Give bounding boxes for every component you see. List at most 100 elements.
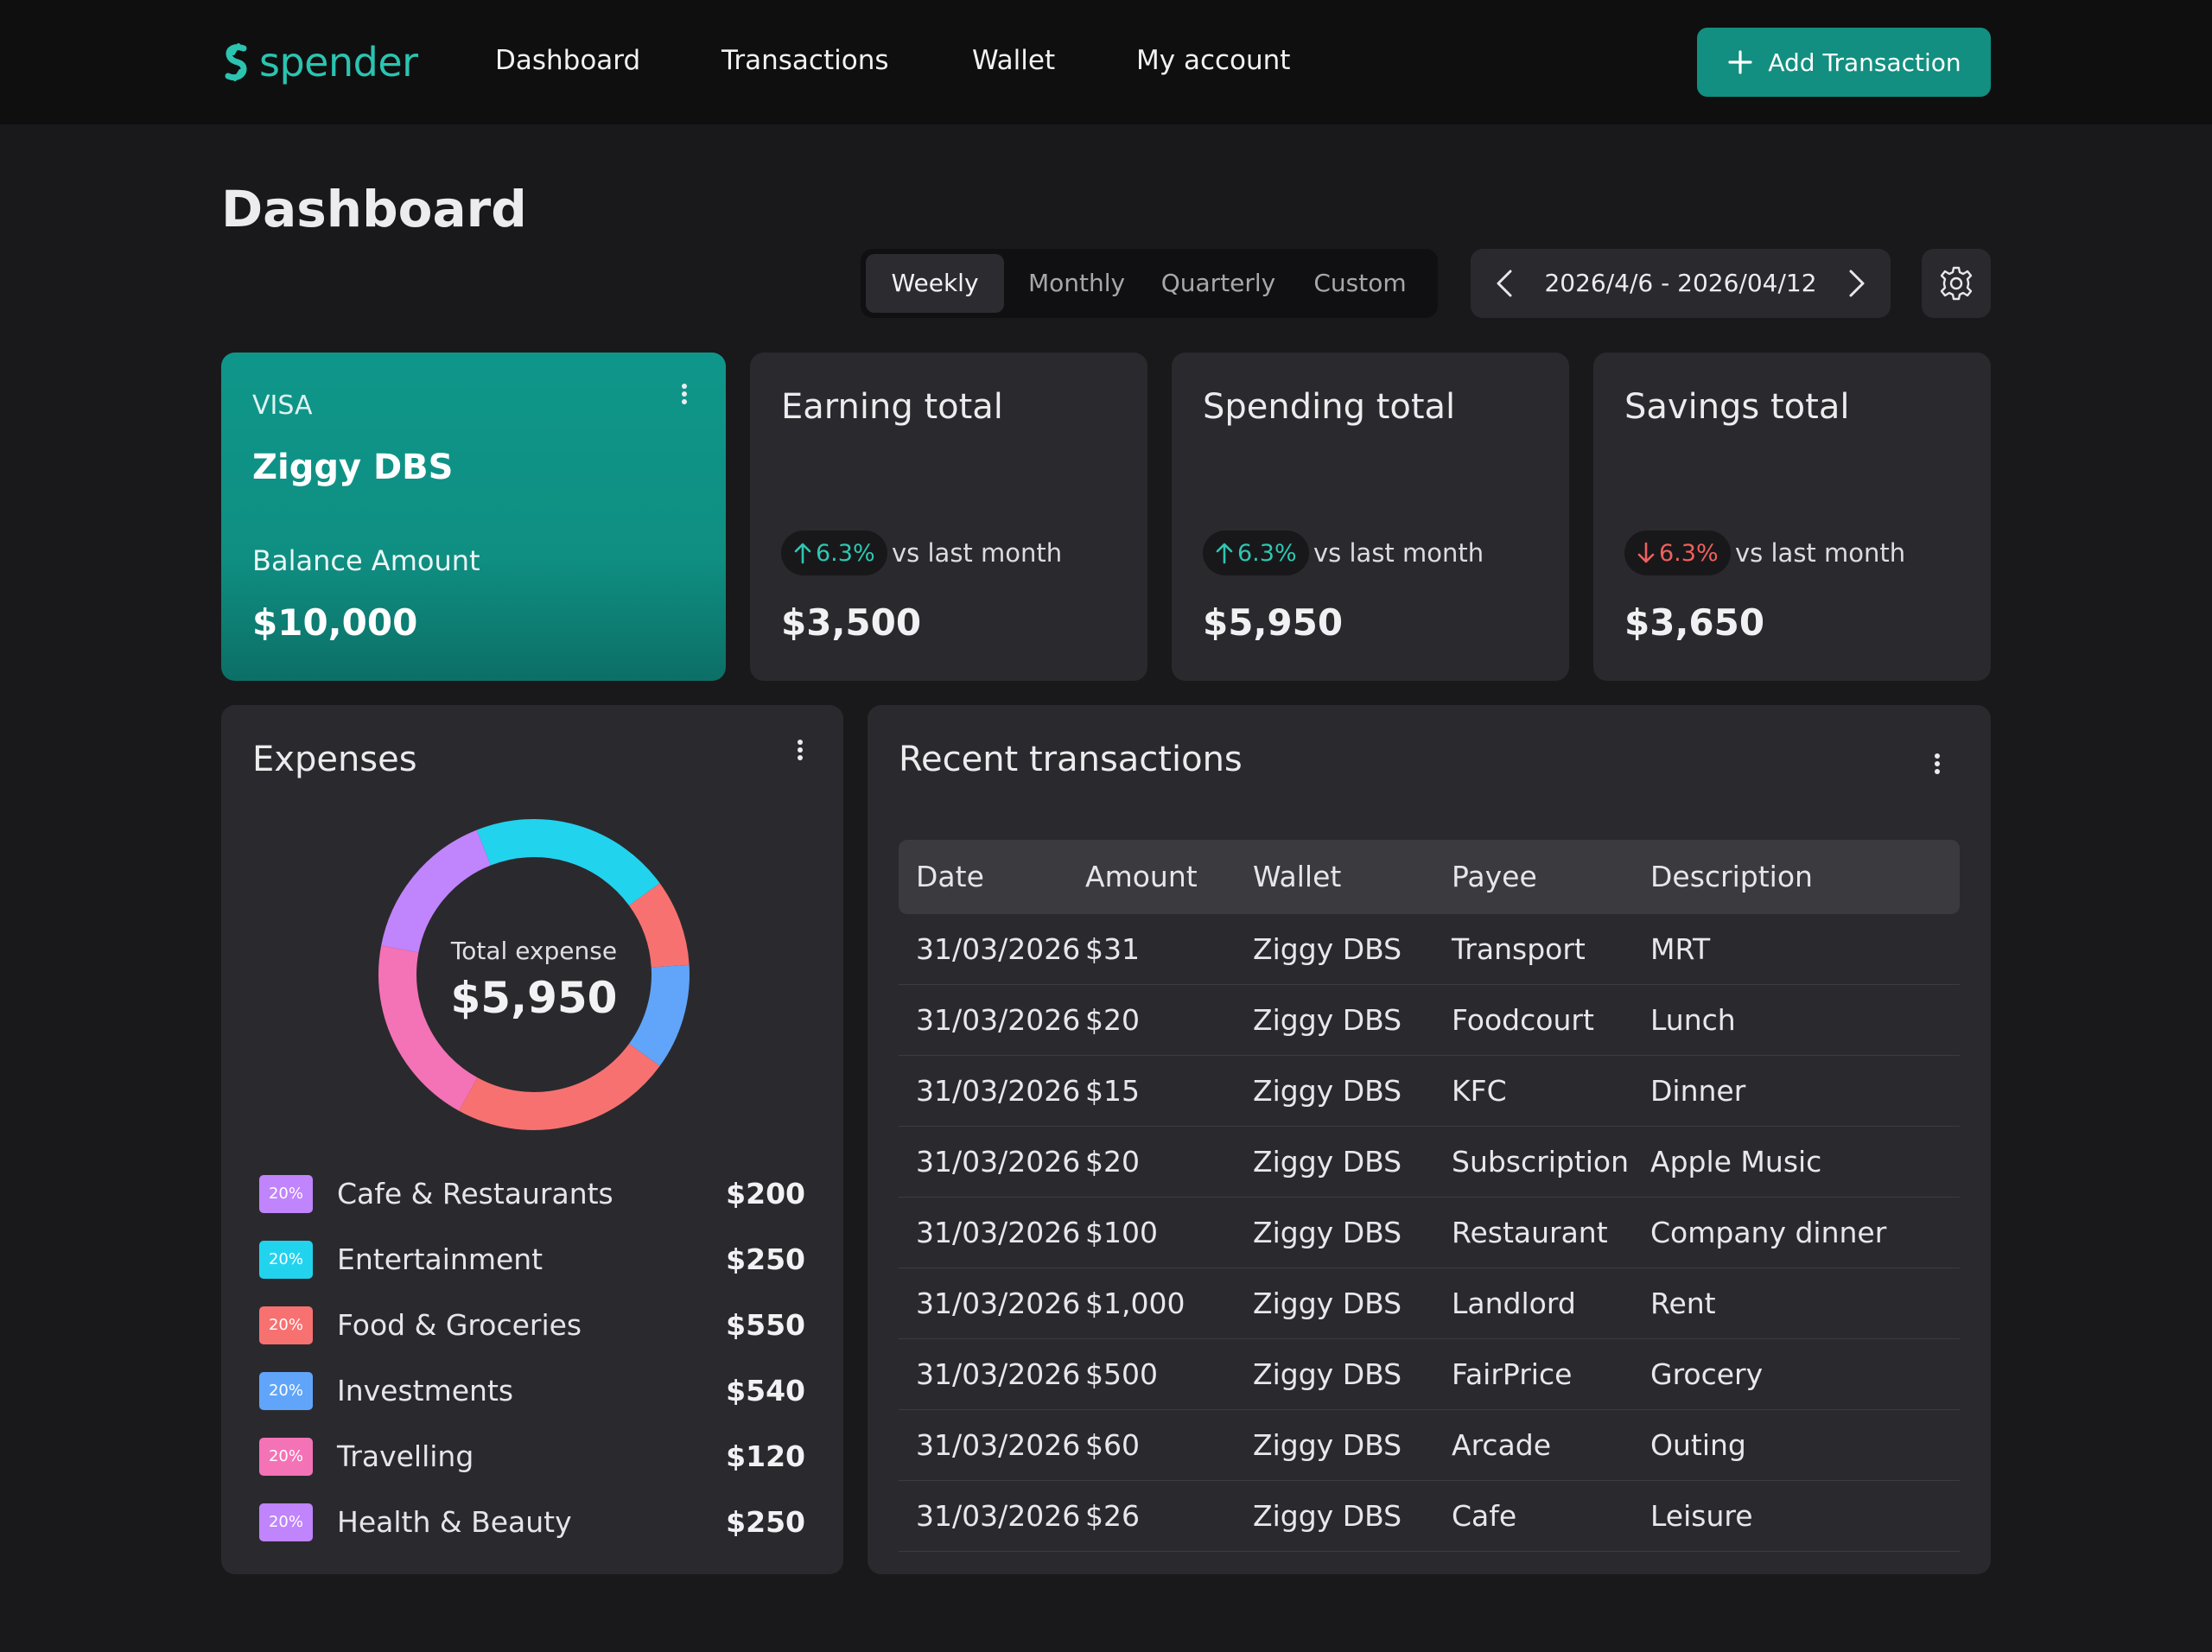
- percent-chip: 20%: [259, 1175, 313, 1213]
- table-row[interactable]: 31/03/2026 $60 Ziggy DBS Arcade Outing: [899, 1410, 1960, 1481]
- percent-chip: 20%: [259, 1241, 313, 1279]
- category-amount: $200: [726, 1177, 805, 1210]
- donut-segment[interactable]: [476, 819, 660, 906]
- table-row[interactable]: 31/03/2026 $20 Ziggy DBS Subscription Apple …: [899, 1127, 1960, 1198]
- category-name: Cafe & Restaurants: [337, 1177, 613, 1210]
- column-header-wallet[interactable]: Wallet: [1253, 860, 1342, 893]
- wallet-cell: Ziggy DBS: [1253, 1074, 1402, 1108]
- legend-item[interactable]: 20% Cafe & Restaurants $200: [259, 1166, 805, 1220]
- date-cell: 31/03/2026: [916, 1357, 1081, 1391]
- nav-my-account[interactable]: My account: [1136, 45, 1291, 76]
- period-quarterly[interactable]: Quarterly: [1160, 269, 1276, 297]
- nav-wallet[interactable]: Wallet: [972, 45, 1056, 76]
- category-amount: $540: [726, 1374, 805, 1407]
- percent-chip: 20%: [259, 1438, 313, 1476]
- chevron-right-icon[interactable]: [1839, 266, 1873, 301]
- payee-cell: Subscription: [1452, 1145, 1630, 1179]
- donut-segment[interactable]: [628, 964, 690, 1066]
- donut-segment[interactable]: [378, 945, 478, 1111]
- legend-item[interactable]: 20% Food & Groceries $550: [259, 1298, 805, 1351]
- change-value: 6.3%: [1659, 539, 1719, 567]
- wallet-cell: Ziggy DBS: [1253, 1357, 1402, 1391]
- card-type: VISA: [252, 391, 313, 421]
- category-amount: $550: [726, 1308, 805, 1342]
- add-transaction-label: Add Transaction: [1768, 48, 1961, 77]
- payee-cell: KFC: [1452, 1074, 1507, 1108]
- legend-item[interactable]: 20% Investments $540: [259, 1363, 805, 1417]
- amount-cell: $26: [1085, 1499, 1140, 1533]
- spending-total-card: Spending total 6.3% vs last month $5,950: [1172, 353, 1569, 681]
- legend-item[interactable]: 20% Travelling $120: [259, 1429, 805, 1483]
- amount-cell: $31: [1085, 932, 1140, 966]
- kebab-icon[interactable]: [791, 734, 809, 766]
- category-name: Investments: [337, 1374, 514, 1407]
- amount-cell: $15: [1085, 1074, 1140, 1108]
- add-transaction-button[interactable]: Add Transaction: [1697, 28, 1991, 97]
- kebab-icon[interactable]: [1929, 748, 1946, 779]
- date-cell: 31/03/2026: [916, 1216, 1081, 1249]
- wallet-cell: Ziggy DBS: [1253, 1287, 1402, 1320]
- category-amount: $250: [726, 1242, 805, 1276]
- table-row[interactable]: 31/03/2026 $500 Ziggy DBS FairPrice Grocery: [899, 1339, 1960, 1410]
- table-row[interactable]: 31/03/2026 $31 Ziggy DBS Transport MRT: [899, 914, 1960, 985]
- period-custom[interactable]: Custom: [1313, 269, 1407, 297]
- table-row[interactable]: 31/03/2026 $100 Ziggy DBS Restaurant Company…: [899, 1198, 1960, 1268]
- payee-cell: Cafe: [1452, 1499, 1517, 1533]
- description-cell: Apple Music: [1650, 1145, 1822, 1179]
- period-monthly[interactable]: Monthly: [1027, 269, 1126, 297]
- total-expense-label: Total expense: [450, 937, 618, 965]
- legend-item[interactable]: 20% Entertainment $250: [259, 1232, 805, 1286]
- legend-item[interactable]: 20% Health & Beauty $250: [259, 1495, 805, 1548]
- plus-icon: [1728, 50, 1752, 74]
- kebab-icon[interactable]: [676, 378, 693, 410]
- brand-name: spender: [259, 39, 418, 86]
- description-cell: Grocery: [1650, 1357, 1764, 1391]
- payee-cell: FairPrice: [1452, 1357, 1573, 1391]
- recent-transactions-panel: Recent transactions Date Amount Wallet P…: [868, 705, 1991, 1574]
- wallet-cell: Ziggy DBS: [1253, 1003, 1402, 1037]
- period-selector: Weekly Monthly Quarterly Custom: [861, 249, 1438, 318]
- date-cell: 31/03/2026: [916, 1074, 1081, 1108]
- date-cell: 31/03/2026: [916, 1499, 1081, 1533]
- description-cell: Outing: [1650, 1428, 1746, 1462]
- logo-icon: [225, 43, 247, 81]
- nav-dashboard[interactable]: Dashboard: [495, 45, 641, 76]
- column-header-amount[interactable]: Amount: [1085, 860, 1198, 893]
- settings-button[interactable]: [1922, 249, 1991, 318]
- column-header-payee[interactable]: Payee: [1452, 860, 1537, 893]
- arrow-down-icon: [1637, 542, 1655, 563]
- arrow-up-icon: [794, 543, 811, 564]
- card-title: Spending total: [1203, 387, 1456, 427]
- date-range-picker: 2026/4/6 - 2026/04/12: [1471, 249, 1891, 318]
- comparison-label: vs last month: [892, 538, 1063, 568]
- arrow-up-icon: [1216, 543, 1233, 564]
- brand-logo[interactable]: spender: [221, 35, 418, 90]
- nav-transactions[interactable]: Transactions: [721, 45, 889, 76]
- card-title: Savings total: [1624, 387, 1850, 427]
- percent-chip: 20%: [259, 1503, 313, 1541]
- payee-cell: Landlord: [1452, 1287, 1576, 1320]
- date-cell: 31/03/2026: [916, 1003, 1081, 1037]
- amount-cell: $20: [1085, 1003, 1140, 1037]
- card-title: Earning total: [781, 387, 1003, 427]
- amount-cell: $20: [1085, 1145, 1140, 1179]
- amount-cell: $1,000: [1085, 1287, 1185, 1320]
- category-amount: $250: [726, 1505, 805, 1539]
- wallet-card[interactable]: VISA Ziggy DBS Balance Amount $10,000: [221, 353, 726, 681]
- table-row[interactable]: 31/03/2026 $1,000 Ziggy DBS Landlord Rent: [899, 1268, 1960, 1339]
- period-weekly[interactable]: Weekly: [866, 254, 1004, 313]
- donut-segment[interactable]: [459, 1043, 660, 1130]
- stat-value: $5,950: [1203, 601, 1344, 644]
- amount-cell: $60: [1085, 1428, 1140, 1462]
- column-header-date[interactable]: Date: [916, 860, 984, 893]
- transactions-table: Date Amount Wallet Payee Description 31/…: [899, 840, 1960, 1552]
- donut-segment[interactable]: [628, 883, 690, 969]
- chevron-left-icon[interactable]: [1488, 266, 1522, 301]
- column-header-description[interactable]: Description: [1650, 860, 1813, 893]
- table-row[interactable]: 31/03/2026 $26 Ziggy DBS Cafe Leisure: [899, 1481, 1960, 1552]
- table-row[interactable]: 31/03/2026 $20 Ziggy DBS Foodcourt Lunch: [899, 985, 1960, 1056]
- table-row[interactable]: 31/03/2026 $15 Ziggy DBS KFC Dinner: [899, 1056, 1960, 1127]
- description-cell: MRT: [1650, 932, 1711, 966]
- percent-chip: 20%: [259, 1372, 313, 1410]
- donut-segment[interactable]: [381, 829, 492, 954]
